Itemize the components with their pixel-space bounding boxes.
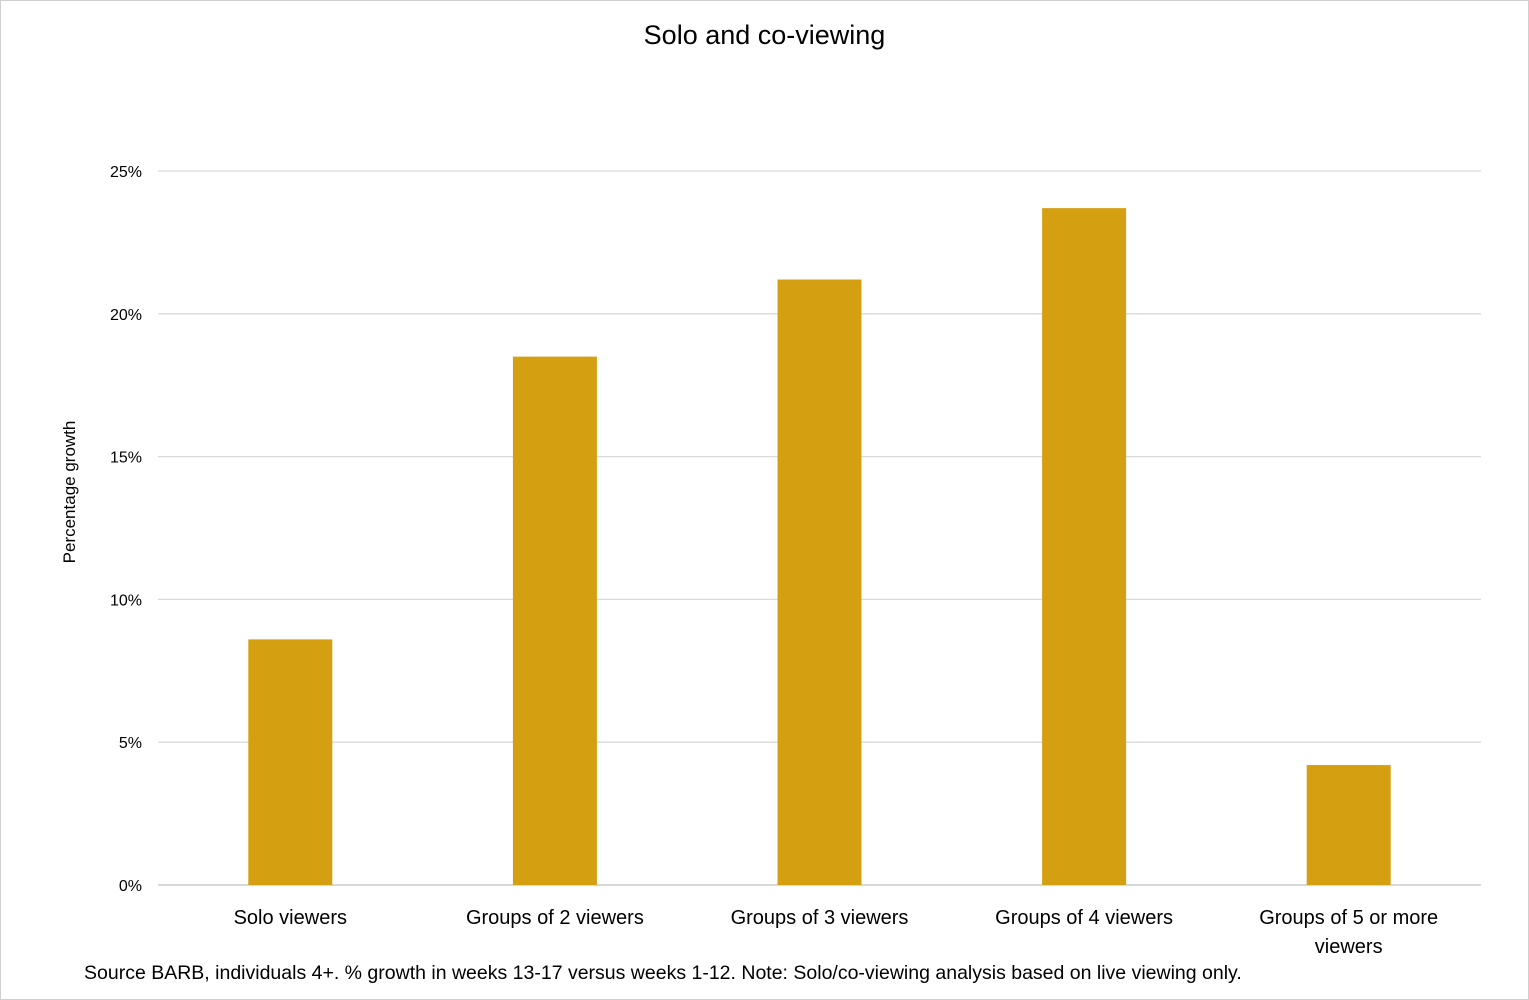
source-note: Source BARB, individuals 4+. % growth in… bbox=[84, 962, 1242, 984]
x-tick-label: Groups of 3 viewers bbox=[731, 907, 909, 929]
x-tick-label: Groups of 4 viewers bbox=[995, 907, 1173, 929]
chart-title: Solo and co-viewing bbox=[643, 20, 886, 50]
x-tick-label: Groups of 5 or more bbox=[1259, 907, 1438, 929]
bar bbox=[248, 639, 333, 885]
x-tick-label: Groups of 2 viewers bbox=[466, 907, 644, 929]
y-tick-label: 20% bbox=[110, 307, 142, 324]
bar bbox=[512, 356, 597, 885]
x-tick-label: viewers bbox=[1315, 936, 1383, 958]
y-tick-label: 10% bbox=[110, 592, 142, 609]
bar bbox=[1306, 765, 1391, 885]
bar bbox=[777, 279, 862, 885]
y-tick-label: 5% bbox=[119, 735, 142, 752]
x-tick-label: Solo viewers bbox=[234, 907, 347, 929]
y-tick-label: 25% bbox=[110, 164, 142, 181]
y-tick-label: 15% bbox=[110, 450, 142, 467]
y-tick-label: 0% bbox=[119, 878, 142, 895]
bar bbox=[1042, 208, 1127, 886]
